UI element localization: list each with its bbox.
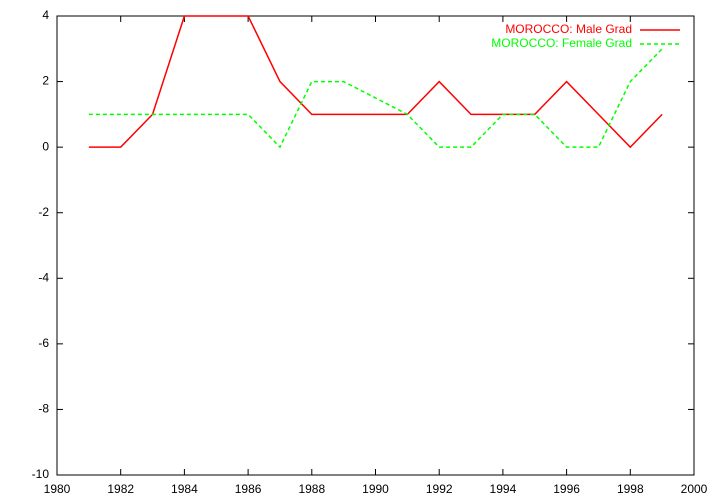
series-line (88, 15, 663, 149)
x-tick-label: 1998 (617, 482, 644, 496)
x-tick-label: 1986 (235, 482, 262, 496)
y-tick-label: -4 (38, 270, 49, 284)
y-tick-label: 0 (42, 139, 49, 153)
plot-border (56, 15, 695, 476)
x-tick-label: 1980 (44, 482, 71, 496)
legend-label: MOROCCO: Female Grad (491, 36, 632, 50)
x-tick-label: 1992 (426, 482, 453, 496)
y-tick-label: -6 (38, 336, 49, 350)
x-tick-label: 1994 (490, 482, 517, 496)
y-tick-label: 2 (42, 74, 49, 88)
legend-label: MOROCCO: Male Grad (505, 22, 632, 36)
x-tick-label: 1988 (298, 482, 325, 496)
y-tick-label: -10 (32, 467, 50, 481)
x-tick-label: 1990 (362, 482, 389, 496)
y-tick-label: -8 (38, 402, 49, 416)
x-tick-label: 1982 (107, 482, 134, 496)
x-tick-label: 2000 (681, 482, 708, 496)
y-tick-label: -2 (38, 205, 49, 219)
series-line (88, 48, 663, 149)
y-tick-label: 4 (42, 8, 49, 22)
x-tick-label: 1996 (553, 482, 580, 496)
x-tick-label: 1984 (171, 482, 198, 496)
